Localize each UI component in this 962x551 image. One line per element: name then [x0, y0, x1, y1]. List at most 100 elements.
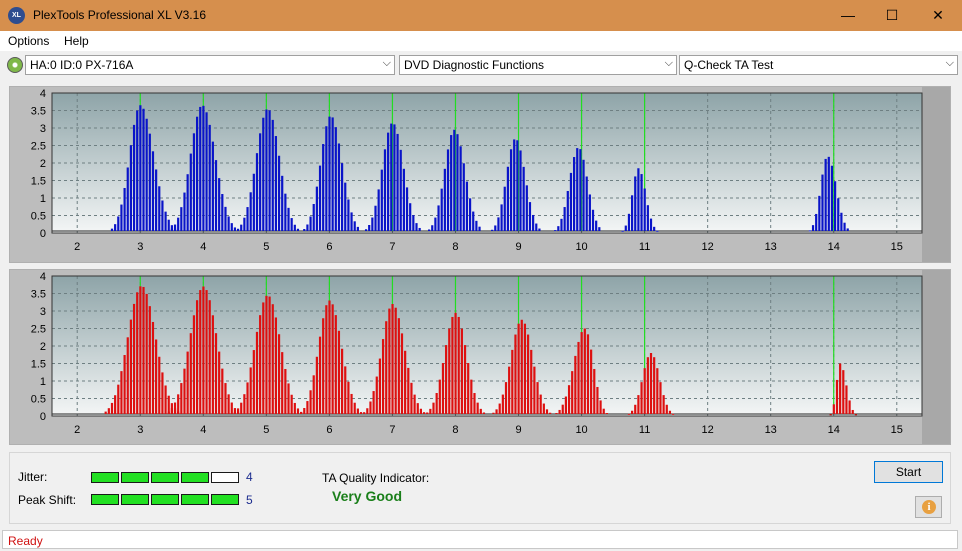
bar: [845, 385, 848, 414]
bar: [571, 371, 574, 414]
bar: [230, 223, 233, 231]
bar: [167, 219, 170, 231]
bar: [528, 202, 532, 231]
bar: [808, 230, 811, 232]
bar: [199, 290, 202, 414]
info-icon: i: [922, 500, 936, 514]
bar: [155, 169, 158, 231]
bar: [564, 396, 568, 414]
bar: [221, 194, 224, 231]
bar: [533, 366, 536, 414]
x-tick-label: 5: [263, 241, 269, 253]
menu-help[interactable]: Help: [64, 34, 89, 48]
bar: [413, 394, 416, 414]
bar: [585, 176, 588, 231]
bar: [827, 156, 830, 231]
bar: [580, 332, 583, 414]
bar: [513, 139, 516, 231]
test-select[interactable]: Q-Check TA Test ⌵: [679, 55, 958, 75]
bar: [576, 148, 579, 231]
bar: [205, 290, 208, 414]
bar: [405, 187, 409, 231]
meter-segment: [181, 494, 209, 505]
bar: [465, 181, 469, 231]
bar: [441, 363, 445, 414]
bar: [495, 409, 498, 414]
bar: [519, 150, 522, 231]
bar: [252, 173, 255, 231]
bar: [834, 181, 837, 231]
bar: [155, 339, 158, 414]
bar: [450, 135, 453, 231]
bar: [350, 212, 353, 231]
bar: [123, 187, 126, 231]
minimize-button[interactable]: —: [841, 7, 855, 23]
x-tick-label: 2: [74, 424, 80, 436]
bar: [284, 193, 287, 231]
bar: [183, 368, 186, 414]
drive-select[interactable]: HA:0 ID:0 PX-716A ⌵: [25, 55, 395, 75]
peak-shift-value: 5: [246, 493, 253, 507]
bar: [588, 194, 591, 231]
meter-segment: [211, 472, 239, 483]
bar: [214, 333, 218, 414]
bar: [535, 223, 538, 231]
y-tick-label: 1.5: [31, 359, 46, 371]
bar: [211, 315, 214, 414]
bar: [148, 306, 151, 414]
bar: [514, 334, 517, 414]
peak-shift-label: Peak Shift:: [18, 493, 77, 507]
bar: [440, 188, 443, 231]
bar: [520, 319, 523, 414]
bar: [399, 149, 402, 231]
function-select[interactable]: DVD Diagnostic Functions ⌵: [399, 55, 677, 75]
jitter-value: 4: [246, 470, 253, 484]
chevron-down-icon: ⌵: [382, 57, 391, 69]
ta-quality-label: TA Quality Indicator:: [322, 471, 430, 485]
x-tick-label: 12: [702, 241, 714, 253]
bar: [224, 383, 227, 414]
x-tick-label: 8: [452, 424, 458, 436]
bar: [192, 133, 196, 231]
info-button[interactable]: i: [915, 496, 942, 518]
bar: [624, 225, 627, 231]
start-button[interactable]: Start: [874, 461, 943, 483]
bar: [634, 176, 637, 231]
close-button[interactable]: ✕: [932, 7, 944, 23]
bar: [303, 408, 306, 414]
maximize-button[interactable]: ☐: [885, 7, 899, 23]
bar: [536, 382, 539, 414]
bar: [501, 394, 504, 414]
bar: [454, 312, 457, 414]
bar: [643, 368, 646, 414]
app-icon: XL: [8, 7, 25, 24]
pits-chart-panel: 0 0.5 1 1.5 2 2.5 3 3.5 4 2 3 4 5 6 7 8 9 10 11 12 13 14 15: [9, 269, 951, 445]
bar: [835, 379, 839, 414]
bar: [569, 172, 573, 231]
x-tick-label: 6: [326, 424, 332, 436]
bar: [637, 395, 640, 414]
bar: [218, 351, 221, 414]
window-title: PlexTools Professional XL V3.16: [33, 8, 206, 22]
bar: [837, 198, 840, 231]
bar: [139, 286, 142, 414]
y-tick-label: 2: [40, 158, 46, 170]
bar: [318, 336, 322, 414]
bar: [375, 376, 378, 414]
y-tick-label: 4: [40, 88, 46, 100]
bar: [555, 413, 558, 415]
bar: [591, 209, 595, 231]
menu-options[interactable]: Options: [8, 34, 50, 48]
bar: [843, 222, 846, 231]
bar: [434, 217, 437, 231]
x-tick-label: 5: [263, 424, 269, 436]
bar: [830, 165, 834, 231]
results-panel: [9, 452, 951, 524]
bar: [560, 218, 563, 231]
bar: [504, 382, 508, 414]
bar: [142, 286, 145, 414]
bar: [240, 402, 243, 414]
bar: [151, 151, 155, 231]
bar: [303, 229, 306, 231]
bar: [385, 321, 388, 414]
